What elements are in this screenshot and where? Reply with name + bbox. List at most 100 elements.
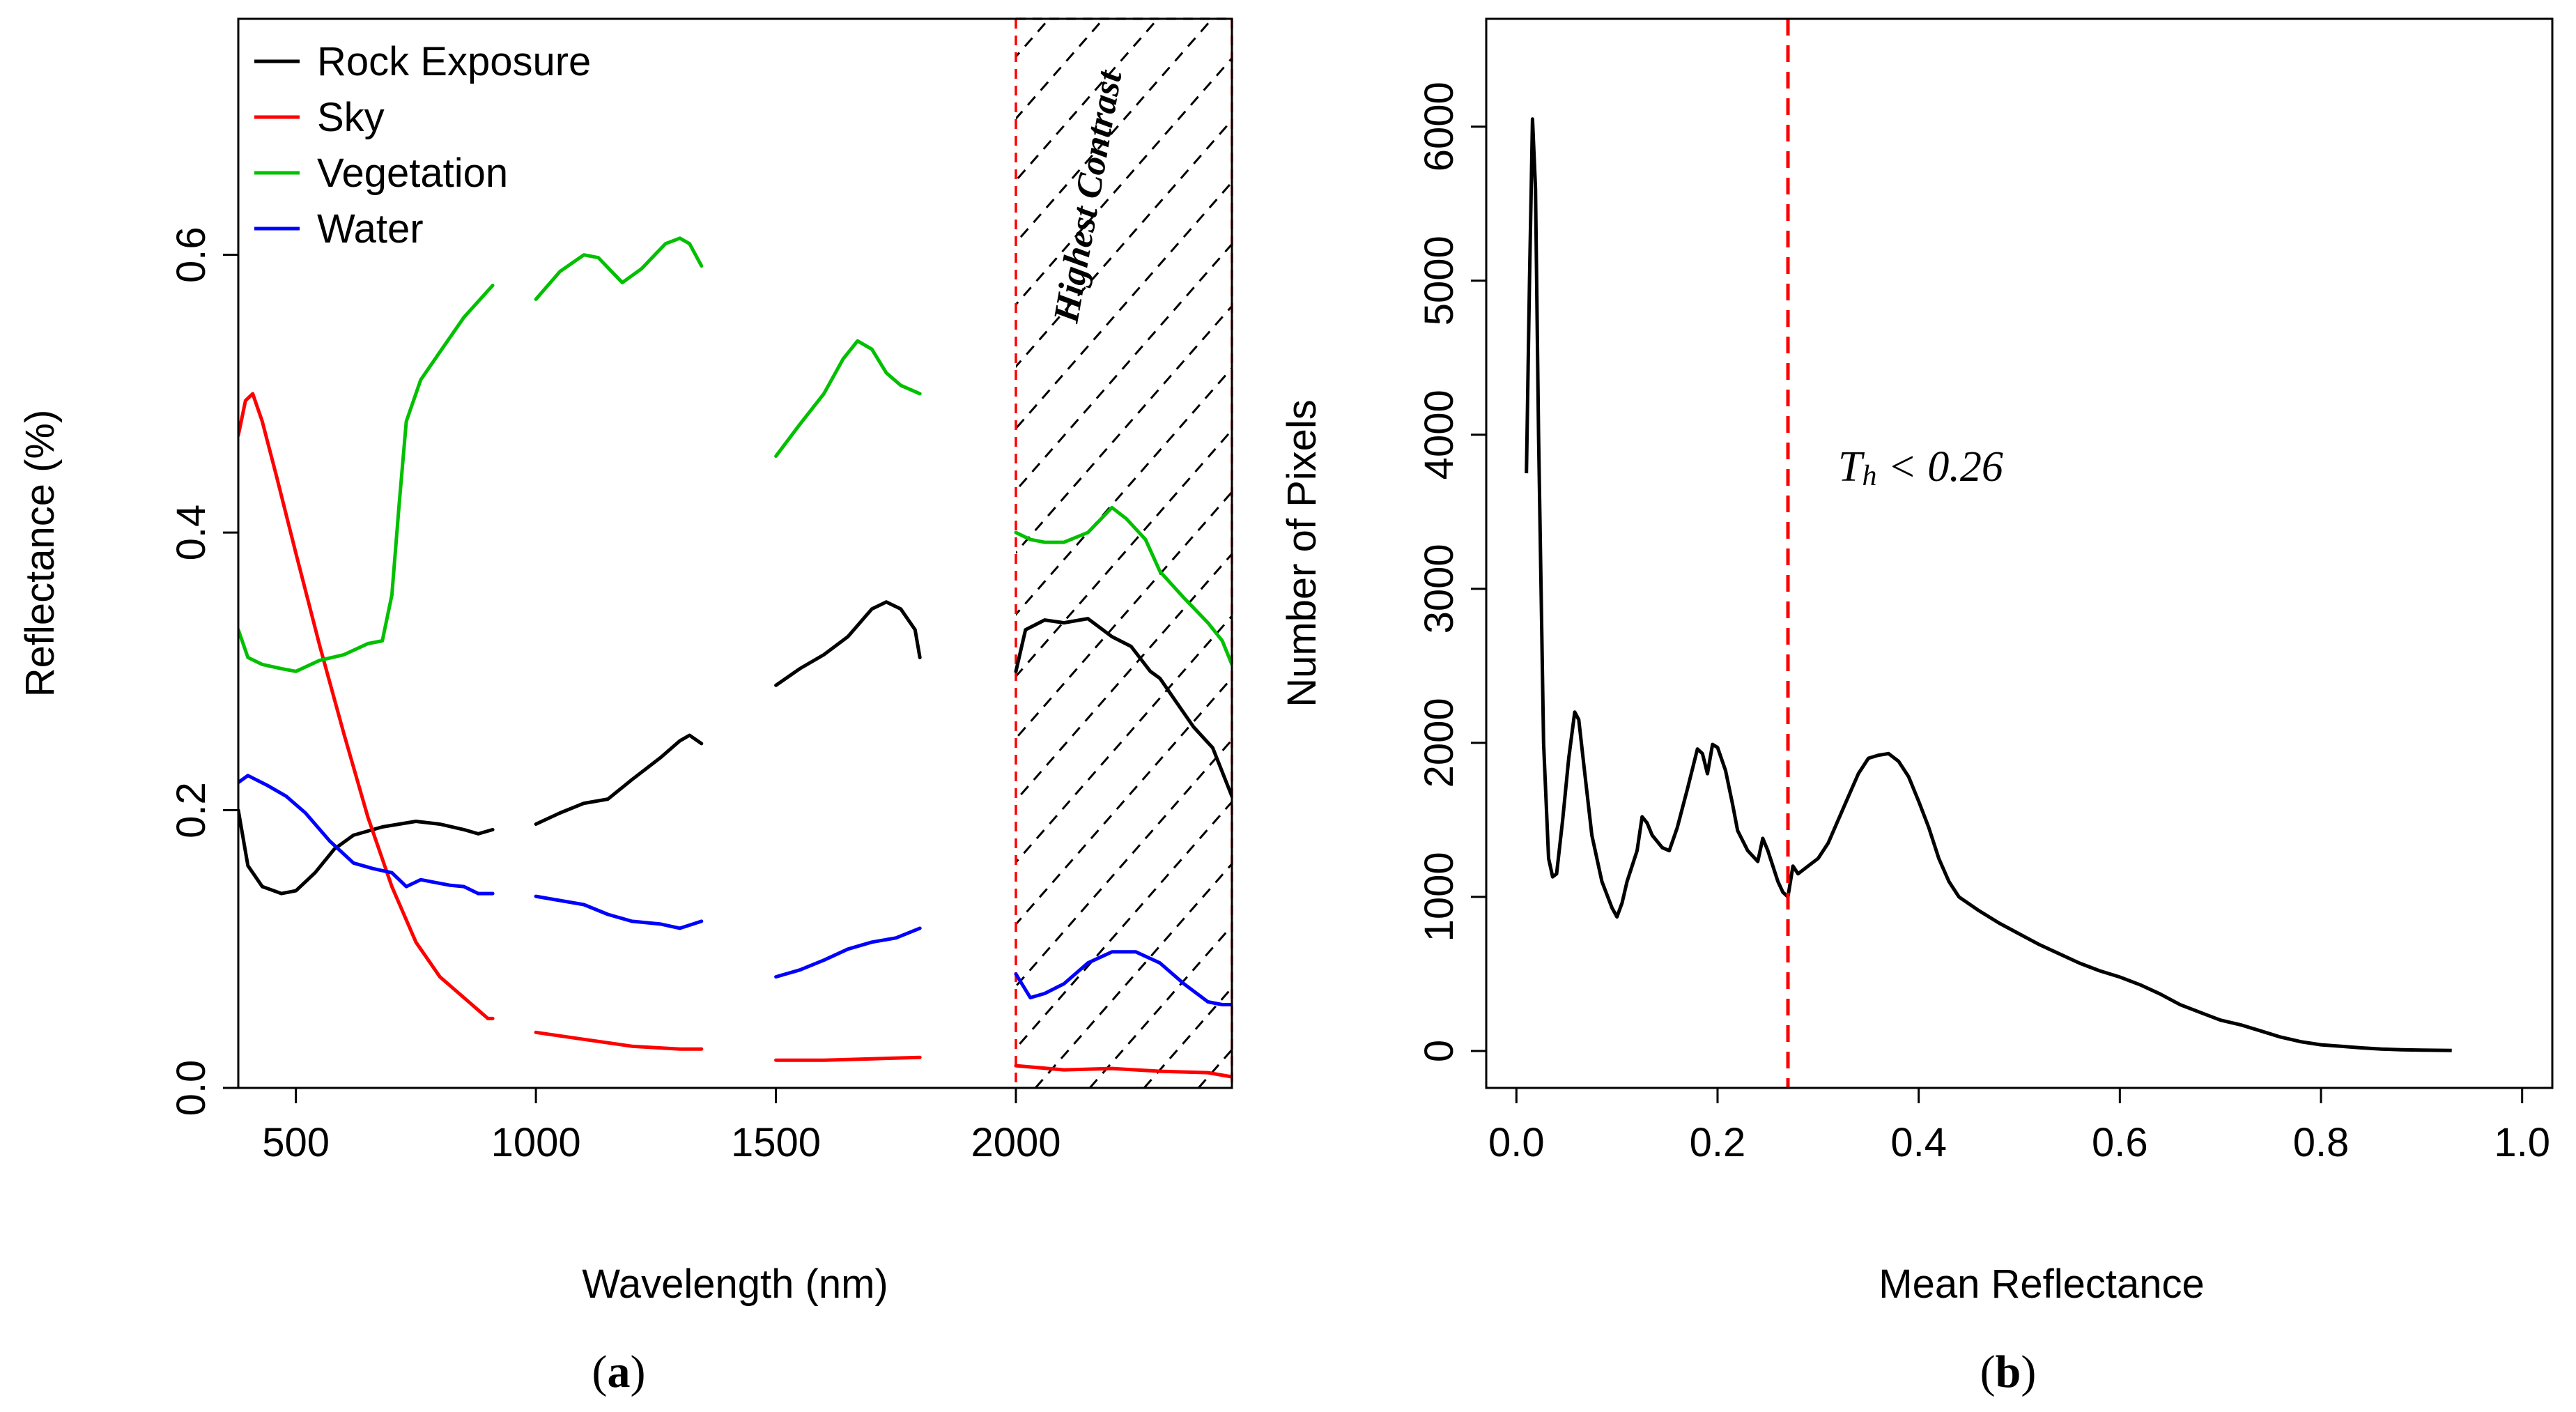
hatch-line — [1016, 19, 1214, 245]
hatch-line — [2340, 0, 2576, 1088]
hatch-line — [1470, 0, 2446, 1088]
y-tick-label: 0.0 — [169, 1060, 214, 1116]
hatch-line — [1016, 800, 1232, 1050]
series-histogram-line — [1525, 117, 2452, 1052]
hatch-line — [1416, 0, 2391, 1088]
panel-b-y-ticks: 0 1000 2000 3000 4000 5000 6000 — [1417, 82, 1486, 1062]
series-water-segment-1 — [238, 774, 495, 896]
panel-b-x-axis-label: Mean Reflectance — [1879, 1261, 2204, 1307]
panel-b-chart: 0.0 0.2 0.4 0.6 0.8 1.0 0 1000 2000 3000 4000 5000… — [1279, 17, 2554, 1397]
series-water-segment-4 — [1014, 950, 1232, 1006]
hatch-line — [0, 0, 598, 1088]
y-tick-label: 1000 — [1417, 852, 1462, 942]
hatch-line — [1016, 490, 1232, 740]
hatch-line — [2231, 0, 2576, 1088]
hatch-line — [1525, 0, 2500, 1088]
hatch-line — [1362, 0, 2337, 1088]
hatch-line — [2068, 0, 2576, 1088]
series-vegetation-segment-2 — [534, 236, 704, 301]
panel-a-caption: (a) — [592, 1346, 646, 1397]
series-sky-segment-3 — [774, 1055, 922, 1062]
x-tick-label: 0.4 — [1890, 1120, 1947, 1165]
series-rock-exposure-segment-3 — [774, 600, 922, 687]
hatch-line — [2557, 0, 2576, 1088]
x-tick-label: 2000 — [971, 1120, 1061, 1165]
threshold-label: Th < 0.26 — [1838, 443, 2003, 492]
x-tick-label: 500 — [262, 1120, 330, 1165]
hatch-line — [1088, 924, 1232, 1088]
hatch-line — [2285, 0, 2576, 1088]
series-vegetation-segment-3 — [774, 339, 922, 458]
legend-label-sky: Sky — [317, 95, 385, 140]
hatch-line — [2503, 0, 2576, 1088]
panel-a-legend: Rock Exposure Sky Vegetation Water — [254, 39, 591, 252]
panel-b-series — [1525, 117, 2452, 1052]
y-tick-label: 4000 — [1417, 390, 1462, 479]
y-tick-label: 5000 — [1417, 236, 1462, 325]
hatch-line — [1016, 181, 1232, 431]
series-vegetation-segment-4 — [1014, 505, 1232, 666]
panel-a-plot-frame — [237, 17, 1233, 1089]
hatch-line — [2448, 0, 2576, 1088]
series-vegetation-segment-1 — [238, 284, 495, 673]
y-tick-label: 6000 — [1417, 82, 1462, 171]
panel-a-series — [238, 236, 1232, 1079]
series-sky-segment-4 — [1014, 1064, 1232, 1079]
x-tick-label: 0.0 — [1488, 1120, 1545, 1165]
highest-contrast-label: Highest Contrast — [1047, 67, 1130, 326]
panel-b-caption: (b) — [1980, 1346, 2037, 1397]
series-sky-segment-1 — [238, 392, 495, 1020]
x-tick-label: 1500 — [731, 1120, 821, 1165]
legend-label-vegetation: Vegetation — [317, 151, 508, 196]
legend-label-rock-exposure: Rock Exposure — [317, 39, 591, 84]
series-water-segment-2 — [534, 894, 704, 930]
hatch-line — [1016, 19, 1159, 183]
y-tick-label: 3000 — [1417, 544, 1462, 634]
panel-a-y-ticks: 0.0 0.2 0.4 0.6 — [169, 227, 238, 1116]
hatch-line — [1197, 1048, 1232, 1088]
hatch-line — [1959, 0, 2576, 1088]
panel-b-y-axis-label: Number of Pixels — [1279, 399, 1325, 707]
hatch-line — [2122, 0, 2576, 1088]
x-tick-label: 0.6 — [2092, 1120, 2148, 1165]
y-tick-label: 2000 — [1417, 698, 1462, 788]
hatch-line — [1742, 0, 2576, 1088]
x-tick-label: 1.0 — [2494, 1120, 2550, 1165]
hatch-line — [1016, 676, 1232, 926]
hatch-line — [1796, 0, 2576, 1088]
panel-a-x-axis-label: Wavelength (nm) — [582, 1261, 888, 1307]
x-tick-label: 0.8 — [2293, 1120, 2350, 1165]
hatch-line — [2394, 0, 2576, 1088]
panel-a-y-axis-label: Reflectance (%) — [17, 410, 63, 698]
series-rock-exposure-segment-1 — [238, 808, 495, 896]
series-rock-exposure-segment-2 — [534, 733, 704, 826]
panel-b-plot-frame — [1485, 17, 2554, 1089]
hatch-line — [1016, 738, 1232, 988]
x-tick-label: 0.2 — [1690, 1120, 1746, 1165]
hatch-line — [1016, 552, 1232, 802]
series-sky-segment-2 — [534, 1030, 704, 1051]
hatch-line — [1016, 118, 1232, 369]
x-tick-label: 1000 — [491, 1120, 581, 1165]
hatch-line — [1579, 0, 2554, 1088]
hatch-line — [1633, 0, 2576, 1088]
y-tick-label: 0.6 — [169, 227, 214, 283]
hatch-line — [1851, 0, 2576, 1088]
series-water-segment-3 — [774, 926, 922, 979]
hatch-line — [1016, 56, 1232, 307]
panel-a-x-ticks: 500 1000 1500 2000 — [262, 1088, 1061, 1165]
hatch-line — [1016, 19, 1051, 59]
y-tick-label: 0.4 — [169, 505, 214, 561]
hatch-line — [2177, 0, 2576, 1088]
hatch-line — [2014, 0, 2576, 1088]
y-tick-label: 0 — [1417, 1040, 1462, 1062]
hatch-line — [1016, 428, 1232, 678]
hatch-line — [1253, 0, 2228, 1088]
hatch-line — [1688, 0, 2576, 1088]
hatch-line — [1034, 862, 1232, 1088]
y-tick-label: 0.2 — [169, 782, 214, 838]
legend-label-water: Water — [317, 206, 424, 252]
panel-b-x-ticks: 0.0 0.2 0.4 0.6 0.8 1.0 — [1488, 1088, 2550, 1165]
